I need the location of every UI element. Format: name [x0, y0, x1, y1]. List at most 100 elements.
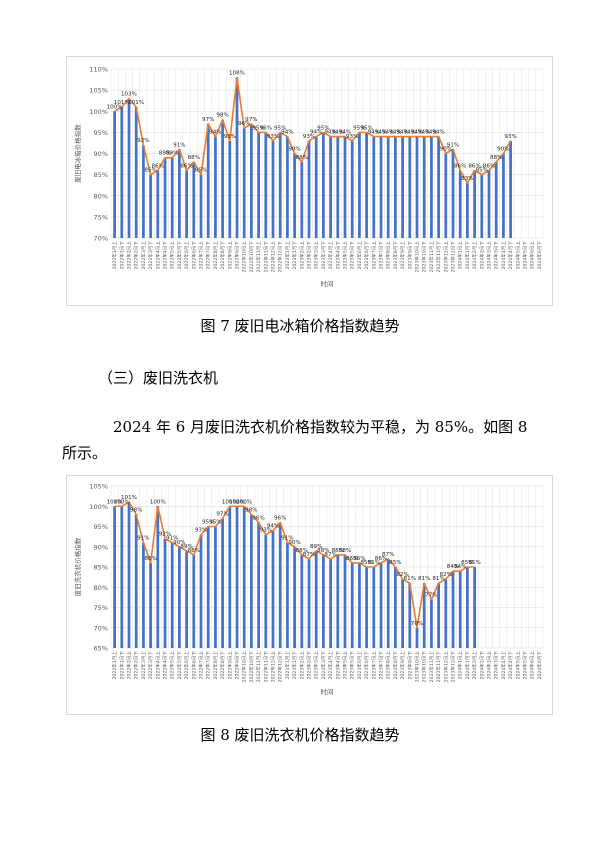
- bar: [264, 132, 268, 238]
- bar: [221, 119, 224, 238]
- data-label: 95%: [252, 125, 264, 131]
- y-tick-label: 70%: [94, 624, 108, 632]
- y-tick-label: 75%: [94, 604, 108, 612]
- data-label: 97%: [245, 117, 257, 123]
- bar: [365, 567, 368, 648]
- data-label: 108%: [229, 70, 245, 76]
- x-tick-label: 2023年10月上: [414, 241, 421, 273]
- bar: [113, 111, 116, 238]
- x-tick-label: 2023年1月下: [291, 651, 298, 680]
- data-label: 91%: [137, 536, 149, 542]
- x-tick-label: 2023年7月下: [378, 651, 385, 680]
- x-tick-label: 2023年5月上: [342, 651, 349, 680]
- x-tick-label: 2023年5月上: [342, 241, 349, 270]
- bar: [494, 161, 498, 238]
- data-label: 100%: [229, 499, 245, 505]
- x-tick-label: 2022年11月上: [255, 241, 262, 273]
- x-tick-label: 2023年3月下: [320, 241, 327, 270]
- bar: [329, 136, 332, 238]
- y-tick-label: 95%: [94, 129, 108, 137]
- data-label: 88%: [490, 155, 502, 161]
- x-tick-label: 2022年1月下: [118, 651, 125, 680]
- bar: [271, 140, 275, 238]
- data-label: 94%: [418, 130, 430, 136]
- data-label: 95%: [353, 125, 365, 131]
- x-tick-label: 2022年4月下: [162, 651, 169, 680]
- x-tick-label: 2023年9月上: [399, 241, 406, 270]
- y-tick-label: 90%: [94, 150, 108, 158]
- x-tick-label: 2023年12月下: [450, 651, 457, 683]
- data-label: 88%: [332, 548, 344, 554]
- x-tick-label: 2023年3月上: [313, 651, 320, 680]
- bar: [156, 170, 160, 238]
- data-label: 85%: [461, 560, 473, 566]
- x-tick-label: 2022年10月上: [241, 651, 248, 683]
- x-tick-label: 2023年12月上: [442, 241, 449, 273]
- x-tick-label: 2023年8月下: [392, 241, 399, 270]
- bar: [386, 558, 390, 648]
- bar: [120, 506, 124, 648]
- data-label: 93%: [260, 528, 272, 534]
- bar: [242, 128, 246, 238]
- bar: [437, 136, 440, 238]
- x-tick-label: 2022年1月上: [111, 651, 118, 680]
- x-tick-label: 2022年10月下: [248, 241, 255, 273]
- chart-fridge-svg: 70%75%80%85%90%95%100%105%110%100%101%10…: [73, 66, 544, 288]
- bar: [149, 562, 152, 648]
- x-tick-label: 2024年3月上: [486, 651, 493, 680]
- chart-washer-svg: 65%70%75%80%85%90%95%100%105%100%100%101…: [73, 483, 544, 696]
- y-tick-label: 80%: [94, 192, 108, 200]
- bar: [163, 538, 167, 648]
- bar: [250, 514, 253, 648]
- x-tick-label: 2022年2月下: [133, 241, 140, 270]
- x-tick-label: 2022年5月下: [176, 651, 183, 680]
- bar: [235, 77, 239, 238]
- x-tick-label: 2022年12月下: [277, 241, 284, 273]
- data-label: 90%: [173, 540, 185, 546]
- data-label: 89%: [166, 151, 178, 157]
- bar: [192, 554, 196, 648]
- data-label: 93%: [224, 134, 236, 140]
- bar: [322, 132, 325, 238]
- data-label: 86%: [144, 556, 156, 562]
- data-label: 90%: [288, 147, 300, 153]
- bar: [257, 132, 260, 238]
- data-label: 85%: [368, 560, 380, 566]
- bar: [307, 558, 311, 648]
- data-label: 97%: [202, 117, 214, 123]
- bar: [127, 98, 131, 238]
- bar: [444, 579, 448, 648]
- data-label: 77%: [425, 592, 437, 598]
- bar: [156, 506, 160, 648]
- x-tick-label: 2022年3月下: [147, 651, 154, 680]
- data-label: 93%: [346, 134, 358, 140]
- x-tick-label: 2022年1月下: [118, 241, 125, 270]
- data-label: 94%: [432, 130, 444, 136]
- bar: [480, 174, 484, 238]
- data-label: 85%: [360, 560, 372, 566]
- data-label: 83%: [461, 176, 473, 182]
- bar: [502, 153, 505, 238]
- data-label: 82%: [440, 572, 452, 578]
- bar: [185, 170, 188, 238]
- data-label: 100%: [236, 499, 252, 505]
- data-label: 96%: [252, 515, 264, 521]
- bar: [242, 506, 246, 648]
- data-label: 86%: [152, 163, 164, 169]
- data-label: 84%: [454, 564, 466, 570]
- data-label: 103%: [121, 92, 137, 98]
- bar: [293, 546, 296, 648]
- y-axis-title: 废旧电冰箱价格指数: [73, 124, 82, 183]
- data-label: 86%: [483, 163, 495, 169]
- x-tick-label: 2024年3月上: [486, 241, 493, 270]
- paragraph-line-2: 所示。: [62, 444, 108, 462]
- data-label: 88%: [296, 548, 308, 554]
- x-tick-label: 2023年3月下: [320, 651, 327, 680]
- x-tick-label: 2024年4月上: [500, 241, 507, 270]
- x-tick-label: 2023年6月上: [356, 241, 363, 270]
- x-tick-label: 2022年11月下: [262, 651, 269, 683]
- data-label: 86%: [353, 556, 365, 562]
- x-tick-label: 2023年1月上: [284, 651, 291, 680]
- data-label: 94%: [324, 130, 336, 136]
- x-tick-label: 2023年6月下: [363, 651, 370, 680]
